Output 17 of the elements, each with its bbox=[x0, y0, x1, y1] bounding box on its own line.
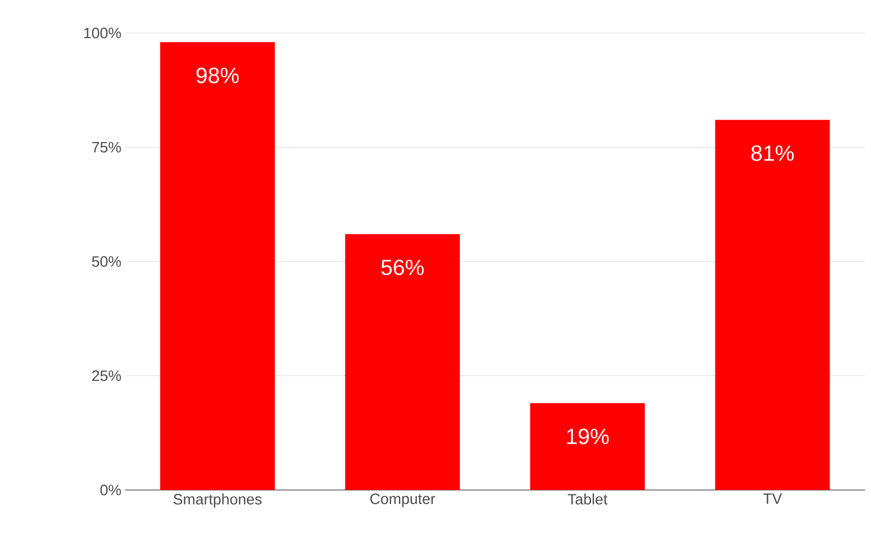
y-tick-label: 75% bbox=[92, 142, 121, 153]
x-tick-label: Tablet bbox=[568, 494, 608, 505]
bar bbox=[715, 120, 830, 490]
data-label: 56% bbox=[381, 260, 424, 276]
data-label: 98% bbox=[196, 68, 239, 84]
y-tick-label: 50% bbox=[92, 256, 121, 267]
x-tick-label: TV bbox=[763, 494, 782, 504]
y-tick-label: 25% bbox=[92, 370, 121, 382]
data-label: 81% bbox=[751, 145, 794, 161]
y-tick-label: 0% bbox=[100, 484, 121, 496]
bar bbox=[530, 403, 645, 490]
data-label: 19% bbox=[567, 428, 609, 444]
bar bbox=[345, 234, 460, 490]
x-tick-label: Computer bbox=[370, 494, 436, 508]
y-tick-label: 100% bbox=[84, 28, 121, 38]
x-tick-label: Smartphones bbox=[174, 494, 262, 508]
bar bbox=[160, 42, 275, 490]
